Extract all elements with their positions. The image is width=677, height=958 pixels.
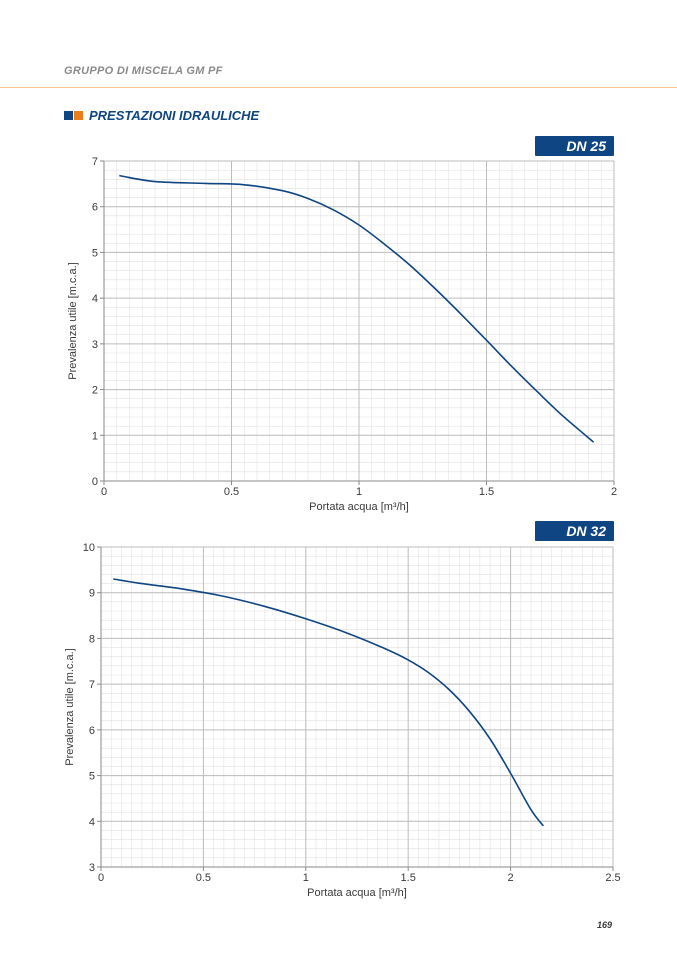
pump-curve-chart-dn25: 0 0.5 1 1.5 2 0 1 2 3 4 5 6 7 Portata acqua [m³/h] Pre… bbox=[67, 156, 617, 513]
grid bbox=[100, 546, 614, 868]
y-tick-label: 5 bbox=[92, 247, 98, 259]
series-line bbox=[113, 578, 545, 827]
section-title: PRESTAZIONI IDRAULICHE bbox=[89, 108, 260, 123]
series-line bbox=[119, 174, 595, 443]
y-tick-label: 6 bbox=[89, 725, 95, 737]
x-axis-label: Portata acqua [m³/h] bbox=[307, 887, 407, 899]
x-tick-label: 0 bbox=[98, 872, 104, 884]
pump-curve-chart-dn32: 0 0.5 1 1.5 2 2.5 3 4 5 6 7 8 9 10 Portata acqua [m³/h… bbox=[64, 542, 621, 899]
y-tick-label: 0 bbox=[92, 476, 98, 488]
y-tick-label: 5 bbox=[89, 771, 95, 783]
x-tick-label: 1 bbox=[356, 486, 362, 498]
x-tick-label: 2 bbox=[508, 872, 514, 884]
chart-badge-dn25: DN 25 bbox=[535, 136, 614, 156]
y-tick-label: 8 bbox=[89, 633, 95, 645]
header-rule bbox=[0, 87, 677, 88]
y-tick-label: 3 bbox=[92, 339, 98, 351]
y-axis-label: Prevalenza utile [m.c.a.] bbox=[67, 262, 79, 379]
x-tick-label: 0.5 bbox=[196, 872, 211, 884]
y-tick-label: 4 bbox=[92, 293, 98, 305]
x-tick-label: 0.5 bbox=[224, 486, 239, 498]
y-tick-label: 7 bbox=[92, 156, 98, 168]
x-axis-label: Portata acqua [m³/h] bbox=[309, 501, 409, 513]
x-tick-label: 0 bbox=[101, 486, 107, 498]
y-tick-label: 9 bbox=[89, 588, 95, 600]
section-marker-orange bbox=[74, 111, 83, 120]
x-tick-label: 1.5 bbox=[401, 872, 416, 884]
page-number: 169 bbox=[597, 920, 613, 930]
y-tick-label: 1 bbox=[92, 430, 98, 442]
y-tick-label: 2 bbox=[92, 385, 98, 397]
x-tick-label: 1 bbox=[303, 872, 309, 884]
y-axis-label: Prevalenza utile [m.c.a.] bbox=[64, 648, 76, 765]
y-tick-label: 4 bbox=[89, 816, 95, 828]
section-marker-blue bbox=[64, 111, 73, 120]
chart-badge-dn32: DN 32 bbox=[535, 521, 614, 541]
y-tick-label: 3 bbox=[89, 862, 95, 874]
y-tick-label: 7 bbox=[89, 679, 95, 691]
header-title: GRUPPO DI MISCELA GM PF bbox=[64, 65, 223, 77]
x-tick-label: 2.5 bbox=[605, 872, 620, 884]
x-tick-label: 2 bbox=[611, 486, 617, 498]
x-tick-label: 1.5 bbox=[479, 486, 494, 498]
y-tick-label: 10 bbox=[83, 542, 95, 554]
y-tick-label: 6 bbox=[92, 202, 98, 214]
